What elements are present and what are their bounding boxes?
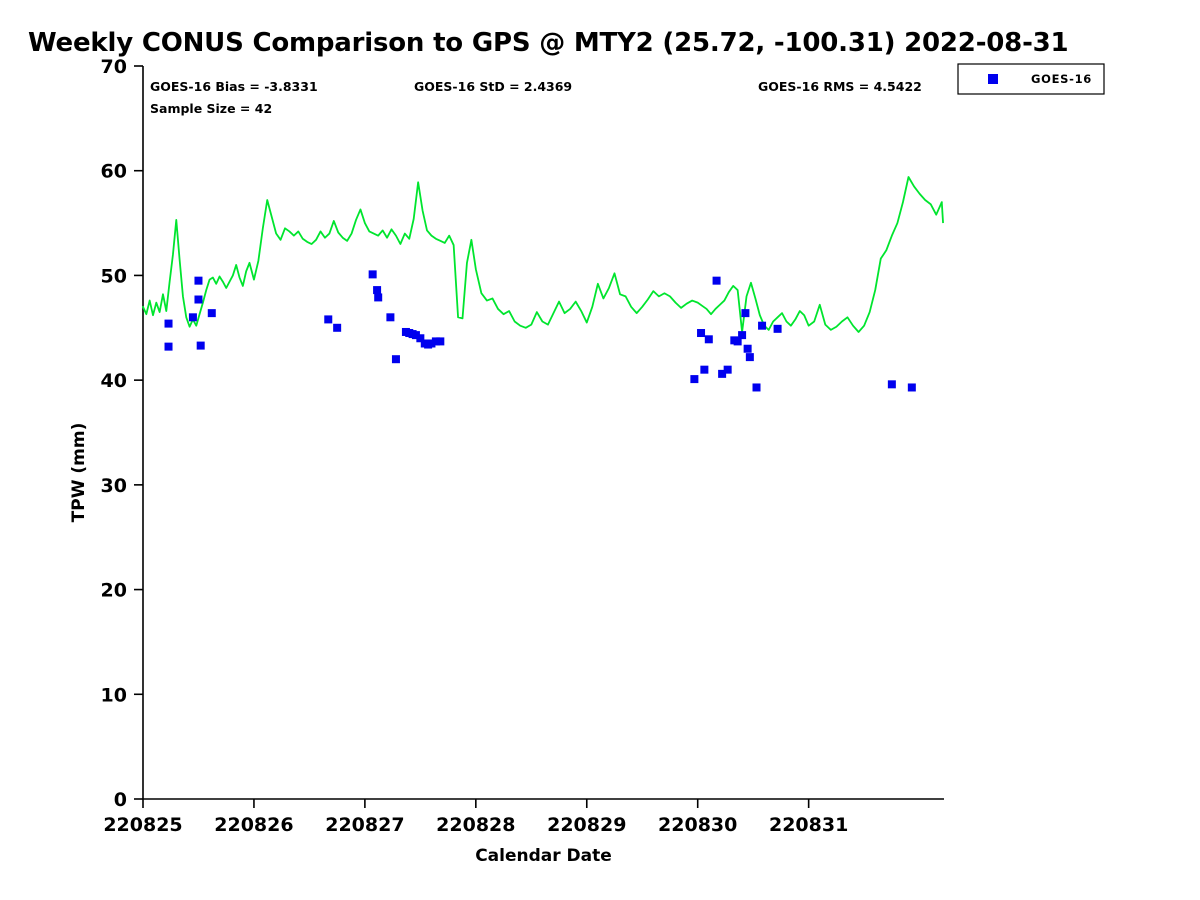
data-point-marker xyxy=(207,309,216,318)
data-point-marker xyxy=(741,309,750,318)
axis-spines xyxy=(142,66,944,800)
y-tick-label: 60 xyxy=(101,161,127,183)
x-tick-label: 220826 xyxy=(214,814,293,836)
legend-marker-goes16 xyxy=(988,74,998,84)
y-axis-title: TPW (mm) xyxy=(69,423,89,523)
data-point-marker xyxy=(374,293,383,302)
x-tick-label: 220831 xyxy=(769,814,848,836)
gps-line-join xyxy=(940,202,944,224)
data-point-marker xyxy=(745,353,754,362)
legend-label-goes16: GOES-16 xyxy=(1031,72,1092,86)
y-tick-label: 0 xyxy=(114,789,127,811)
x-tick-label: 220827 xyxy=(325,814,404,836)
x-axis-title: Calendar Date xyxy=(475,846,612,866)
data-point-marker xyxy=(386,313,395,322)
data-point-marker xyxy=(743,344,752,353)
data-point-marker xyxy=(333,323,342,332)
data-point-marker xyxy=(733,337,742,346)
y-tick-label: 30 xyxy=(101,475,127,497)
data-point-marker xyxy=(194,295,203,304)
stat-sample-size: Sample Size = 42 xyxy=(150,101,272,116)
data-point-marker xyxy=(704,335,713,344)
data-point-marker xyxy=(196,341,205,350)
data-point-marker xyxy=(391,355,400,364)
x-tick-label: 220830 xyxy=(658,814,737,836)
data-point-marker xyxy=(697,329,706,338)
data-point-marker xyxy=(164,342,173,351)
x-tick-label: 220828 xyxy=(436,814,515,836)
data-point-marker xyxy=(718,369,727,378)
data-point-marker xyxy=(887,380,896,389)
data-point-marker xyxy=(723,365,732,374)
y-tick-label: 50 xyxy=(101,265,127,287)
stat-rms: GOES-16 RMS = 4.5422 xyxy=(758,79,922,94)
y-tick-label: 40 xyxy=(101,370,127,392)
data-point-marker xyxy=(194,276,203,285)
legend-border xyxy=(957,63,1105,95)
data-point-marker xyxy=(368,270,377,279)
data-point-marker xyxy=(758,321,767,330)
data-point-marker xyxy=(427,339,436,348)
data-point-marker xyxy=(700,365,709,374)
y-tick-label: 10 xyxy=(101,684,127,706)
x-tick-label: 220825 xyxy=(103,814,182,836)
stat-bias: GOES-16 Bias = -3.8331 xyxy=(150,79,318,94)
legend[interactable]: GOES-16 xyxy=(957,63,1105,95)
data-point-marker xyxy=(690,375,699,384)
data-point-marker xyxy=(164,319,173,328)
data-point-marker xyxy=(773,324,782,333)
y-tick-label: 20 xyxy=(101,580,127,602)
data-point-marker xyxy=(738,331,747,340)
data-point-marker xyxy=(188,313,197,322)
data-point-marker xyxy=(411,331,420,340)
data-point-marker xyxy=(907,383,916,392)
data-point-marker xyxy=(373,286,382,295)
goes16-scatter-series xyxy=(164,270,916,392)
data-point-marker xyxy=(416,334,425,343)
data-point-marker xyxy=(431,337,440,346)
x-tick-label: 220829 xyxy=(547,814,626,836)
page-title: Weekly CONUS Comparison to GPS @ MTY2 (2… xyxy=(28,28,1069,58)
data-point-marker xyxy=(324,315,333,324)
stat-std: GOES-16 StD = 2.4369 xyxy=(414,79,572,94)
data-point-marker xyxy=(712,276,721,285)
gps-line-series xyxy=(142,176,943,333)
data-point-marker xyxy=(436,337,445,346)
data-point-marker xyxy=(752,383,761,392)
y-tick-label: 70 xyxy=(101,56,127,78)
